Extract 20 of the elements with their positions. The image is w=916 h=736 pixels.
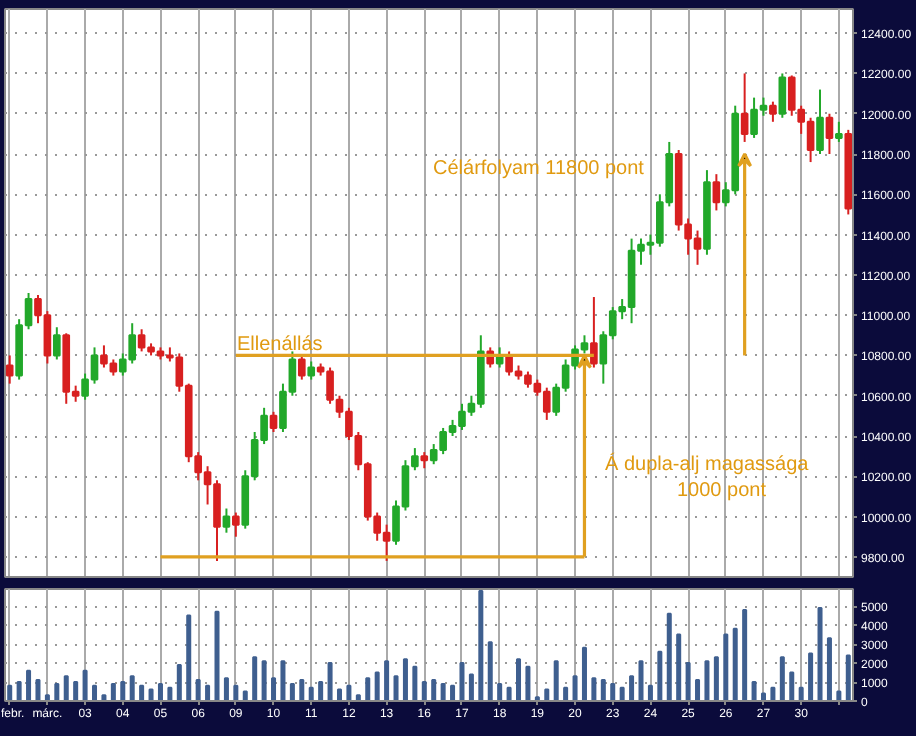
candlestick bbox=[825, 112, 834, 156]
candlestick bbox=[769, 100, 777, 123]
candlestick bbox=[269, 410, 278, 433]
candlestick bbox=[778, 72, 787, 119]
candlestick bbox=[740, 72, 749, 143]
annotation: 1000 pont bbox=[677, 480, 767, 502]
candlestick bbox=[307, 360, 316, 381]
candlestick bbox=[835, 120, 843, 143]
candlestick bbox=[816, 88, 824, 156]
candlestick bbox=[232, 511, 240, 538]
candlestick bbox=[53, 326, 61, 361]
candlestick bbox=[5, 354, 14, 385]
candlestick bbox=[712, 173, 721, 212]
candlestick bbox=[542, 386, 551, 421]
annotation: Célárfolyam 11800 pont bbox=[433, 158, 645, 180]
annotation: Ellenállás bbox=[237, 334, 323, 356]
candlestick bbox=[297, 354, 306, 381]
candlestick bbox=[222, 507, 231, 534]
candlestick bbox=[590, 296, 598, 369]
annotation: Á dupla-alj magassága bbox=[605, 452, 810, 476]
